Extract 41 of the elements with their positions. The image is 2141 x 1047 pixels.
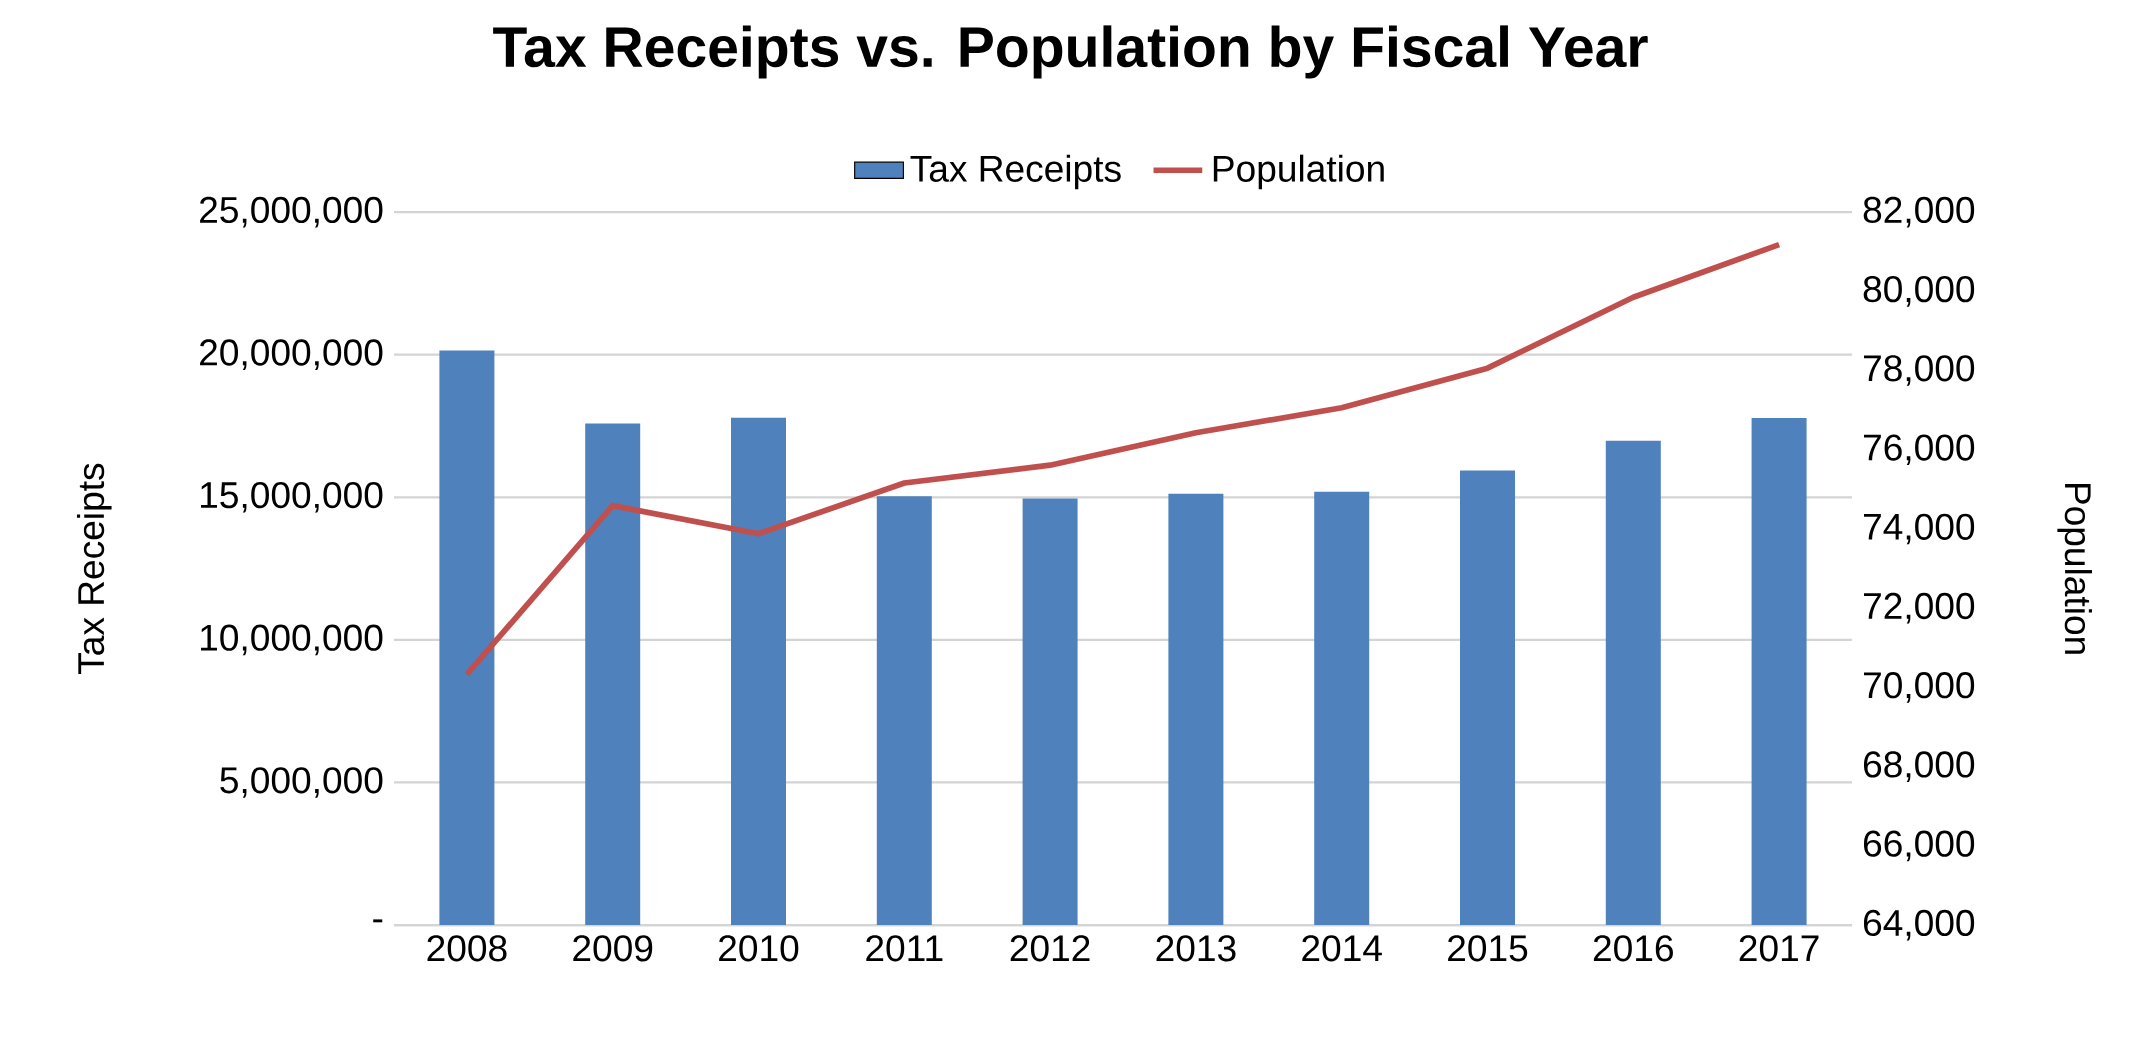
legend-label: Tax Receipts bbox=[910, 154, 1121, 190]
bar bbox=[1314, 491, 1370, 926]
y-tick-label: - bbox=[373, 919, 383, 923]
bar bbox=[1605, 440, 1661, 926]
y2-tick-label: 78,000 bbox=[1864, 355, 1975, 386]
x-tick-label: 2017 bbox=[1739, 935, 1819, 962]
bar bbox=[439, 350, 495, 926]
x-tick-label: 2015 bbox=[1448, 935, 1528, 962]
y2-axis-title: Population bbox=[2057, 483, 2092, 654]
x-tick-label: 2011 bbox=[866, 935, 943, 962]
y2-tick-label: 80,000 bbox=[1863, 275, 1975, 307]
y-tick-label: 5,000,000 bbox=[220, 767, 383, 798]
bar bbox=[1168, 493, 1224, 926]
x-tick-label: 2008 bbox=[427, 935, 507, 962]
bar bbox=[731, 417, 786, 926]
x-tick-label: 2012 bbox=[1010, 935, 1090, 962]
y2-tick-label: 72,000 bbox=[1864, 592, 1975, 624]
y-axis-title: Tax Receipts bbox=[76, 463, 112, 674]
y-tick-label: 20,000,000 bbox=[200, 339, 383, 370]
bar bbox=[1460, 470, 1515, 926]
x-tick-label: 2013 bbox=[1156, 935, 1236, 962]
x-tick-label: 2016 bbox=[1593, 935, 1673, 962]
y2-tick-label: 66,000 bbox=[1863, 830, 1975, 862]
chart-title: Tax Receipts vs. Population by Fiscal Year bbox=[493, 25, 1648, 79]
y2-tick-label: 68,000 bbox=[1863, 751, 1975, 782]
x-tick-label: 2014 bbox=[1302, 935, 1382, 962]
y2-tick-label: 64,000 bbox=[1863, 909, 1975, 941]
x-tick-label: 2010 bbox=[719, 935, 799, 962]
y-tick-label: 25,000,000 bbox=[200, 196, 383, 228]
bar bbox=[876, 496, 932, 926]
y2-tick-label: 74,000 bbox=[1864, 513, 1975, 545]
legend-label: Population bbox=[1213, 154, 1384, 190]
bar bbox=[1751, 417, 1807, 926]
y-tick-label: 15,000,000 bbox=[201, 481, 383, 513]
bar bbox=[1022, 498, 1078, 926]
y2-tick-label: 76,000 bbox=[1864, 434, 1975, 466]
bar bbox=[585, 423, 641, 926]
y2-tick-label: 70,000 bbox=[1864, 672, 1975, 703]
y-tick-label: 10,000,000 bbox=[201, 624, 383, 656]
x-tick-label: 2009 bbox=[573, 935, 653, 962]
y2-tick-label: 82,000 bbox=[1863, 196, 1975, 228]
